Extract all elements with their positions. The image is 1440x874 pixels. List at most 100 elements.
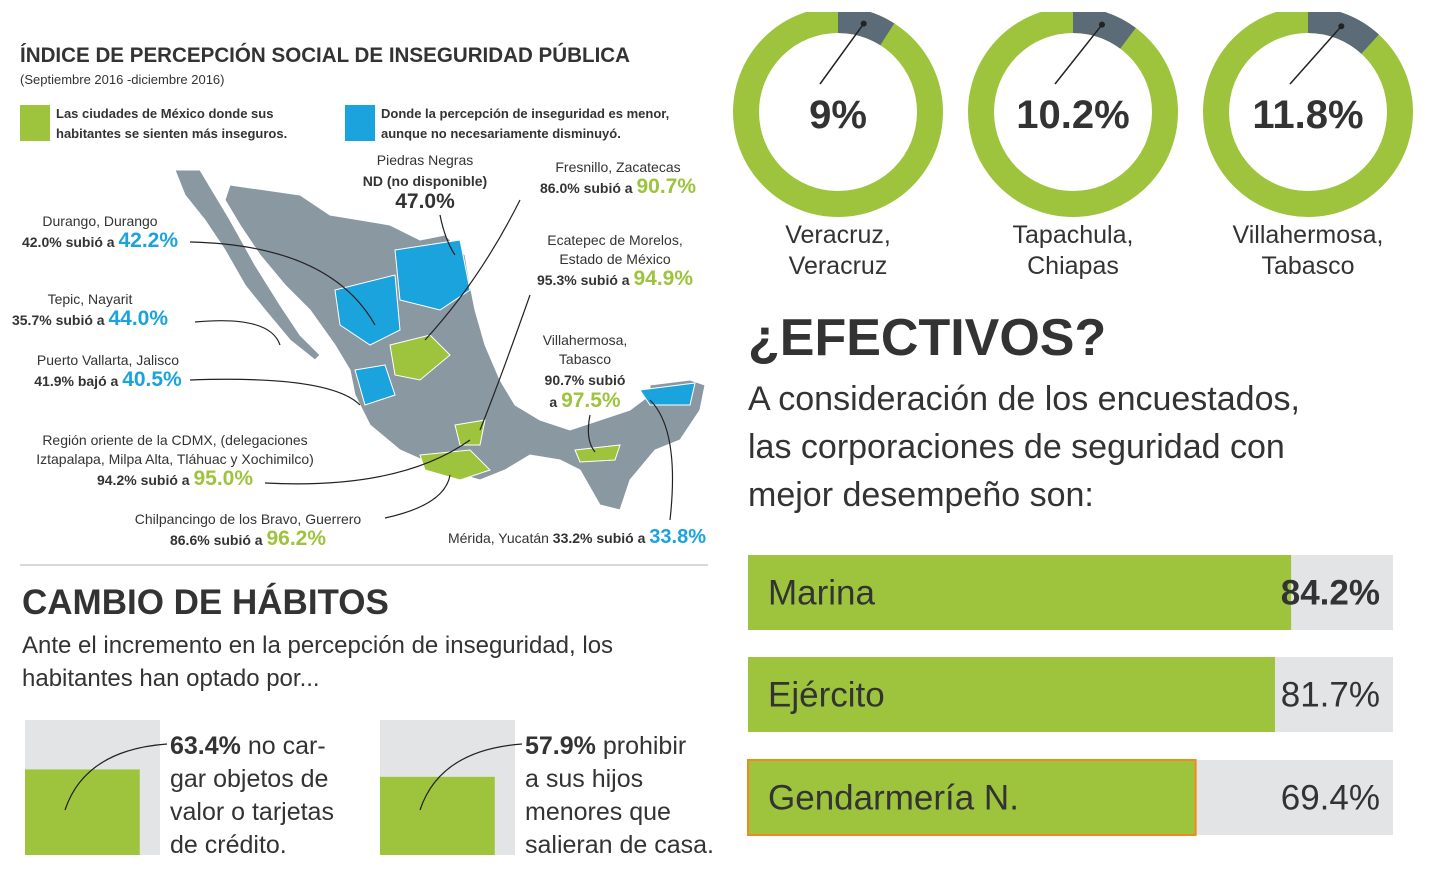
donut-city: Villahermosa,	[1232, 221, 1383, 249]
city-name: Iztapalapa, Milpa Alta, Tláhuac y Xochim…	[36, 451, 314, 467]
gap	[241, 732, 248, 760]
section-text: mejor desempeño son:	[748, 476, 1094, 514]
city-change-line: 42.0% subió a 42.2%	[22, 229, 178, 252]
city-change-line: 90.7% subió	[545, 372, 626, 388]
leader	[587, 414, 596, 453]
text-span: 41.9% bajó a	[34, 373, 118, 389]
region	[574, 444, 621, 463]
bar-value: 81.7%	[1281, 676, 1380, 715]
pointer-dot	[1098, 21, 1105, 28]
bar-name: Marina	[768, 574, 876, 613]
section-title: ¿EFECTIVOS?	[748, 309, 1106, 367]
text-span: prohibir	[603, 732, 686, 760]
city-annotation: Mérida, Yucatán 33.2% subió a 33.8%	[448, 526, 706, 548]
region	[639, 382, 696, 406]
bar	[748, 555, 1292, 630]
text-span: 42.2%	[118, 229, 178, 252]
text-span: 44.0%	[108, 307, 168, 330]
text-span: 35.7% subió a	[12, 312, 105, 328]
text-span: 42.0% subió a	[22, 234, 115, 250]
city-name: Villahermosa,	[543, 332, 628, 348]
donut-segment	[1307, 12, 1379, 55]
donut-pointer	[1289, 25, 1342, 85]
text-span: 96.2%	[266, 527, 326, 550]
region	[394, 239, 471, 311]
leader	[189, 378, 361, 406]
bar-value: 84.2%	[1281, 574, 1380, 613]
text-span: 95.0%	[193, 467, 253, 490]
leader	[189, 241, 376, 326]
map-baja	[174, 169, 321, 361]
city-change-line: 95.3% subió a 94.9%	[537, 267, 693, 290]
text-span: 33.2% subió a	[553, 530, 646, 546]
city-name: Ecatepec de Morelos,	[547, 232, 682, 248]
pointer	[64, 743, 168, 811]
city-name: Piedras Negras	[377, 152, 474, 168]
leader	[649, 399, 674, 521]
legend-text: aunque no necesariamente disminuyó.	[381, 126, 621, 141]
city-name: Durango, Durango	[42, 213, 157, 229]
city-name: Estado de México	[559, 251, 670, 267]
city-name: Fresnillo, Zacatecas	[555, 159, 680, 175]
legend-text: habitantes se sienten más inseguros.	[56, 126, 287, 141]
city-change-line: 86.0% subió a 90.7%	[540, 175, 696, 198]
subtitle: (Septiembre 2016 -diciembre 2016)	[20, 72, 225, 87]
city-name: Puerto Vallarta, Jalisco	[37, 352, 179, 368]
legend-text: Donde la percepción de inseguridad es me…	[381, 106, 669, 121]
section-text: las corporaciones de seguridad con	[748, 428, 1285, 466]
city-name: Chilpancingo de los Bravo, Guerrero	[135, 511, 362, 527]
bar-value: 69.4%	[1281, 779, 1380, 818]
bar-name: Gendarmería N.	[768, 779, 1019, 818]
text-span: 86.0% subió a	[540, 180, 633, 196]
section-text: Ante el incremento en la percepción de i…	[22, 632, 613, 659]
donut-city: Veracruz,	[785, 221, 891, 249]
bar	[747, 759, 1197, 836]
leader-lines	[189, 199, 674, 521]
donut-city: Tapachula,	[1013, 221, 1134, 249]
map-green-regions	[389, 334, 621, 481]
text-span: 94.9%	[633, 267, 693, 290]
donut-pointer	[819, 23, 865, 85]
leader	[439, 214, 456, 256]
city-change-line: 41.9% bajó a 40.5%	[34, 368, 182, 391]
city-change-line: a 97.5%	[549, 389, 621, 412]
map	[174, 169, 706, 521]
region	[419, 449, 491, 481]
city-name: Región oriente de la CDMX, (delegaciones	[42, 432, 307, 448]
city-name: Tepic, Nayarit	[48, 291, 133, 307]
title: ÍNDICE DE PERCEPCIÓN SOCIAL DE INSEGURID…	[20, 43, 630, 67]
text-span: 63.4%	[170, 732, 241, 760]
city-change-line: 35.7% subió a 44.0%	[12, 307, 168, 330]
bar-name: Ejército	[768, 676, 885, 715]
habit-line: a sus hijos	[525, 765, 643, 793]
habit-line: menores que	[525, 798, 671, 826]
section-text: A consideración de los encuestados,	[748, 380, 1300, 418]
donut-city: Tabasco	[1261, 252, 1354, 280]
square-fill	[25, 769, 140, 855]
legend-swatch	[20, 105, 50, 141]
text-span: 33.8%	[649, 526, 706, 548]
pointer-dot	[860, 20, 867, 27]
city-change-line: 94.2% subió a 95.0%	[97, 467, 253, 490]
city-name: Tabasco	[559, 351, 611, 367]
donut-label: 11.8%	[1252, 93, 1363, 137]
text-span: 90.7% subió	[545, 372, 626, 388]
region	[454, 419, 486, 446]
text-span: 40.5%	[122, 368, 182, 391]
region	[389, 334, 451, 381]
region	[334, 274, 401, 346]
habit-line: 63.4% no car-	[170, 732, 326, 760]
text-span: 86.6% subió a	[170, 532, 263, 548]
donut-label: 10.2%	[1016, 93, 1129, 137]
city-value: 47.0%	[395, 190, 455, 213]
pointer	[419, 743, 523, 811]
section-title: CAMBIO DE HÁBITOS	[22, 582, 389, 622]
legend-swatch	[345, 105, 375, 141]
donut-city: Veracruz	[789, 252, 888, 280]
text-span: Mérida, Yucatán	[448, 530, 549, 546]
bar	[748, 657, 1275, 732]
text-span: no car-	[248, 732, 326, 760]
leader	[194, 320, 281, 346]
text-span: a	[549, 394, 557, 410]
